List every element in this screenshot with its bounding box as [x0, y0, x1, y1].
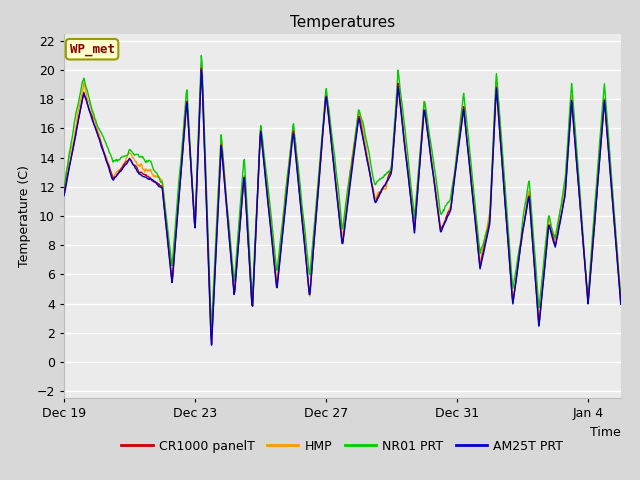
- Text: WP_met: WP_met: [70, 43, 115, 56]
- Legend: CR1000 panelT, HMP, NR01 PRT, AM25T PRT: CR1000 panelT, HMP, NR01 PRT, AM25T PRT: [116, 435, 568, 458]
- X-axis label: Time: Time: [590, 426, 621, 439]
- Y-axis label: Temperature (C): Temperature (C): [18, 165, 31, 267]
- Title: Temperatures: Temperatures: [290, 15, 395, 30]
